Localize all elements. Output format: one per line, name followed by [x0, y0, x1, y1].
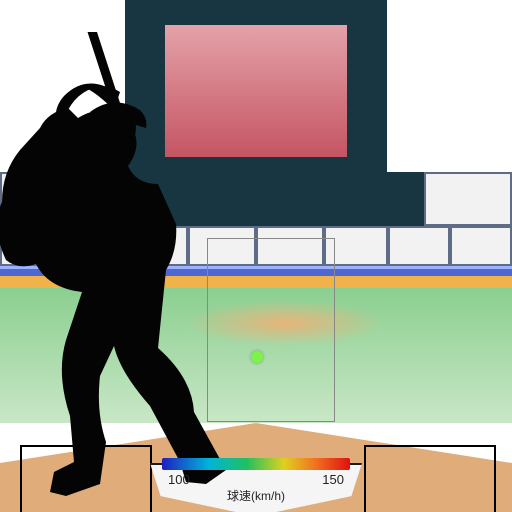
- speed-legend: 100 150 球速(km/h): [162, 458, 350, 508]
- stand-upper-right: [424, 172, 512, 226]
- speed-colorbar: [162, 458, 350, 470]
- pitch-marker: [251, 351, 263, 363]
- batters-box: [364, 445, 496, 512]
- stand-panel: [450, 226, 512, 266]
- speed-axis-label: 球速(km/h): [162, 487, 350, 504]
- speed-ticks: 100 150: [162, 472, 350, 487]
- speed-tick-max: 150: [322, 472, 344, 487]
- speed-tick-min: 100: [168, 472, 190, 487]
- batter-silhouette: [0, 32, 250, 512]
- pitch-location-chart: 100 150 球速(km/h): [0, 0, 512, 512]
- stand-panel: [388, 226, 450, 266]
